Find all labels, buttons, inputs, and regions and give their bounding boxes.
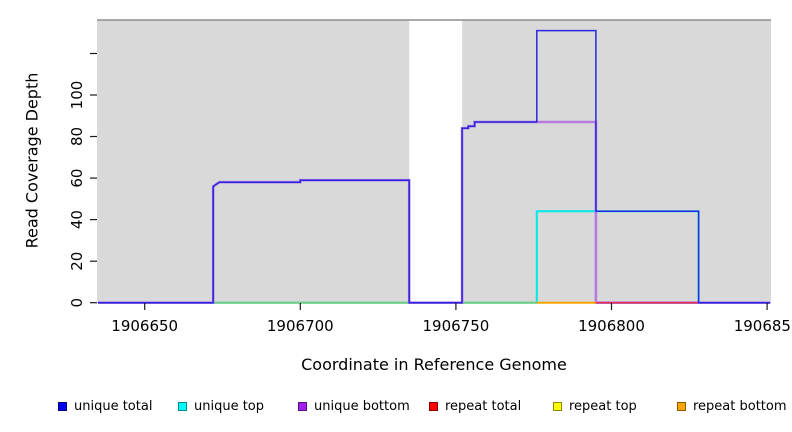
- x-axis-title: Coordinate in Reference Genome: [301, 355, 567, 374]
- x-tick-label: 1906800: [578, 317, 645, 335]
- legend-swatch-repeat-bottom: [677, 402, 686, 411]
- y-tick-label: 40: [68, 210, 86, 229]
- x-tick-label: 1906700: [267, 317, 334, 335]
- y-tick-label: 100: [68, 81, 86, 110]
- legend-swatch-unique-bottom: [298, 402, 307, 411]
- legend-swatch-repeat-top: [553, 402, 562, 411]
- y-tick-label: 20: [68, 252, 86, 271]
- y-tick-label: 60: [68, 169, 86, 188]
- x-tick-label: 1906650: [111, 317, 178, 335]
- series-layer: [98, 29, 771, 305]
- y-axis-title: Read Coverage Depth: [22, 72, 42, 249]
- y-tick-label: 80: [68, 127, 86, 146]
- legend-label: unique bottom: [314, 399, 410, 414]
- legend-label: unique top: [194, 399, 265, 414]
- legend-label: repeat total: [445, 399, 522, 414]
- y-tick-label: 0: [68, 298, 86, 308]
- legend-swatch-unique-total: [58, 402, 67, 411]
- legend-label: unique total: [74, 399, 153, 414]
- coverage-gap-region: [409, 19, 463, 304]
- legend: unique total unique top unique bottom repea…: [0, 398, 792, 422]
- legend-swatch-unique-top: [178, 402, 187, 411]
- series-line-unique-total: [98, 29, 771, 304]
- legend-label: repeat top: [569, 399, 637, 414]
- x-tick-label: 1906750: [422, 317, 489, 335]
- legend-label: repeat bottom: [693, 399, 787, 414]
- legend-swatch-repeat-total: [429, 402, 438, 411]
